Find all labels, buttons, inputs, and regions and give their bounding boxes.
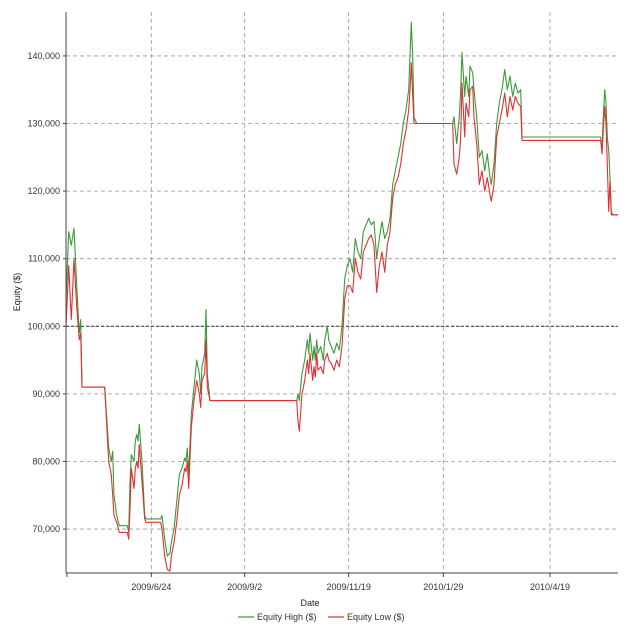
y-tick-label: 90,000 xyxy=(32,389,60,399)
y-tick-label: 70,000 xyxy=(32,524,60,534)
y-tick-label: 140,000 xyxy=(27,51,60,61)
x-tick-label: 2009/9/2 xyxy=(227,582,262,592)
y-tick-label: 110,000 xyxy=(28,254,60,264)
y-tick-label: 120,000 xyxy=(27,186,60,196)
legend-label: Equity High ($) xyxy=(257,612,317,622)
y-axis-ticks: 70,000 80,000 90,000 100,000 110,000 120,000 1… xyxy=(27,51,66,534)
legend-label: Equity Low ($) xyxy=(347,612,405,622)
series-line-equity-high xyxy=(65,21,618,557)
y-axis-label: Equity ($) xyxy=(12,273,22,312)
y-tick-label: 100,000 xyxy=(27,321,60,331)
y-tick-label: 80,000 xyxy=(32,456,60,466)
x-tick-label: 2010/1/29 xyxy=(423,582,463,592)
x-tick-label: 2009/11/19 xyxy=(326,582,370,592)
series-line-equity-low xyxy=(65,62,618,572)
series-layer xyxy=(65,21,618,572)
x-tick-label: 2009/6/24 xyxy=(131,582,171,592)
x-axis-label: Date xyxy=(300,598,319,608)
x-axis-ticks: 2009/6/24 2009/9/2 2009/11/19 2010/1/29 2010… xyxy=(66,573,570,592)
y-tick-label: 130,000 xyxy=(27,119,60,129)
legend: Equity High ($) Equity Low ($) xyxy=(238,612,405,622)
x-tick-label: 2010/4/19 xyxy=(530,582,570,592)
